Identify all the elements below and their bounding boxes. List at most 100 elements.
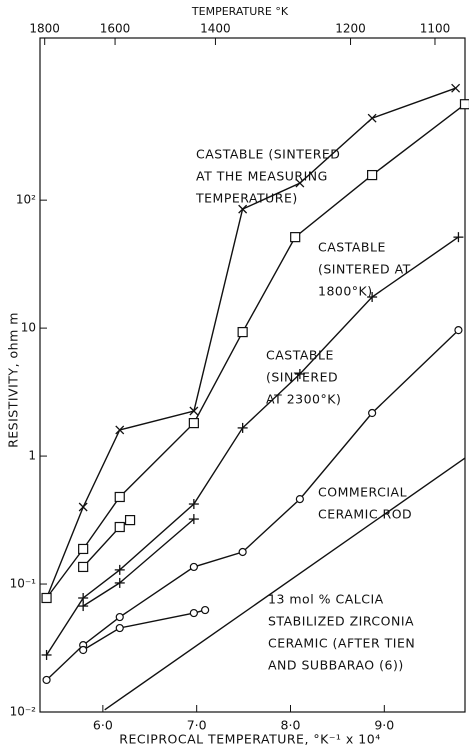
mark-shape	[41, 592, 52, 604]
data-point	[115, 612, 124, 622]
top-tick-label: 1600	[100, 22, 131, 36]
mark-shape	[114, 521, 125, 533]
mark-shape	[454, 326, 463, 335]
curve	[46, 329, 459, 681]
data-point	[78, 561, 89, 573]
x-tick-label: 9·0	[374, 718, 394, 733]
annotation: CASTABLE (SINTERED	[196, 147, 340, 162]
data-point	[188, 514, 199, 525]
annotation: 13 mol % CALCIA	[268, 592, 384, 607]
data-point	[367, 169, 378, 181]
annotation: COMMERCIAL	[318, 485, 407, 500]
mark-shape	[188, 418, 199, 429]
data-point	[115, 623, 124, 633]
annotation: AT 2300°K)	[266, 392, 341, 407]
data-point	[459, 99, 469, 110]
data-point	[290, 232, 301, 243]
annotation: CASTABLE	[266, 348, 334, 363]
data-point	[189, 562, 198, 572]
mark-shape	[368, 408, 377, 418]
curve	[45, 87, 456, 599]
top-tick-label: 1200	[335, 22, 366, 36]
annotation: STABILIZED ZIRCONIA	[268, 614, 414, 629]
data-point	[294, 368, 305, 379]
annotation: TEMPERATURE)	[195, 191, 298, 206]
mark-shape	[78, 561, 89, 573]
y-tick-label: 1	[28, 449, 36, 463]
curve	[46, 103, 466, 599]
data-point	[41, 592, 52, 604]
data-point	[238, 204, 248, 214]
mark-shape	[42, 675, 51, 685]
y-axis-label: RESISTIVITY, ohm m	[6, 312, 21, 448]
mark-shape	[189, 608, 198, 618]
annotation: (SINTERED	[266, 370, 338, 385]
data-point	[454, 326, 463, 335]
mark-stroke	[78, 502, 88, 512]
mark-stroke	[189, 406, 199, 416]
mark-stroke	[115, 425, 125, 435]
curve	[46, 236, 459, 656]
curve	[104, 457, 466, 711]
mark-stroke	[238, 204, 248, 214]
annotation: AT THE MEASURING	[196, 169, 328, 184]
data-point	[201, 605, 210, 615]
y-tick-label: 10	[21, 321, 36, 335]
y-tick-label: 10²	[16, 193, 36, 207]
top-tick-label: 1100	[420, 22, 451, 36]
mark-stroke	[367, 113, 377, 123]
data-point	[189, 406, 199, 416]
data-point	[237, 326, 248, 338]
mark-shape	[290, 232, 301, 243]
mark-shape	[189, 562, 198, 572]
top-tick-label: 1800	[29, 22, 60, 36]
data-point	[114, 577, 125, 588]
data-point	[295, 178, 305, 188]
data-point	[368, 408, 377, 418]
data-point	[189, 608, 198, 618]
annotation: AND SUBBARAO (6))	[268, 658, 404, 673]
x-tick-label: 8·0	[281, 718, 301, 733]
mark-shape	[295, 495, 304, 504]
data-point	[78, 543, 89, 555]
data-point	[237, 422, 248, 433]
data-point	[453, 232, 464, 243]
x-tick-label: 7·0	[187, 718, 207, 733]
mark-shape	[237, 326, 248, 338]
annotation: CERAMIC (AFTER TIEN	[268, 636, 415, 651]
mark-shape	[79, 645, 88, 655]
mark-shape	[114, 491, 125, 503]
data-point	[115, 425, 125, 435]
data-point	[79, 645, 88, 655]
data-point	[451, 83, 461, 93]
data-point	[42, 675, 51, 685]
data-point	[114, 521, 125, 533]
x-tick-label: 6·0	[93, 718, 113, 733]
mark-shape	[238, 547, 247, 557]
data-point	[78, 502, 88, 512]
data-point	[295, 495, 304, 504]
data-point	[114, 564, 125, 575]
data-point	[188, 418, 199, 429]
annotation: 1800°K)	[318, 284, 373, 299]
mark-shape	[115, 612, 124, 622]
mark-stroke	[295, 178, 305, 188]
y-tick-label: 10⁻¹	[10, 577, 37, 591]
mark-shape	[367, 169, 378, 181]
x-axis-label: RECIPROCAL TEMPERATURE, °K⁻¹ x 10⁴	[119, 732, 380, 747]
mark-shape	[459, 99, 469, 110]
data-point	[114, 491, 125, 503]
curve	[82, 609, 206, 651]
annotation: CERAMIC ROD	[318, 507, 412, 522]
mark-shape	[201, 605, 210, 615]
curve	[82, 518, 195, 607]
mark-shape	[78, 543, 89, 555]
top-tick-label: 1400	[200, 22, 231, 36]
data-point	[367, 113, 377, 123]
y-tick-label: 10⁻²	[10, 705, 37, 719]
annotation: (SINTERED AT	[318, 262, 411, 277]
data-point	[124, 514, 136, 526]
mark-shape	[124, 514, 136, 526]
data-point	[78, 601, 89, 612]
